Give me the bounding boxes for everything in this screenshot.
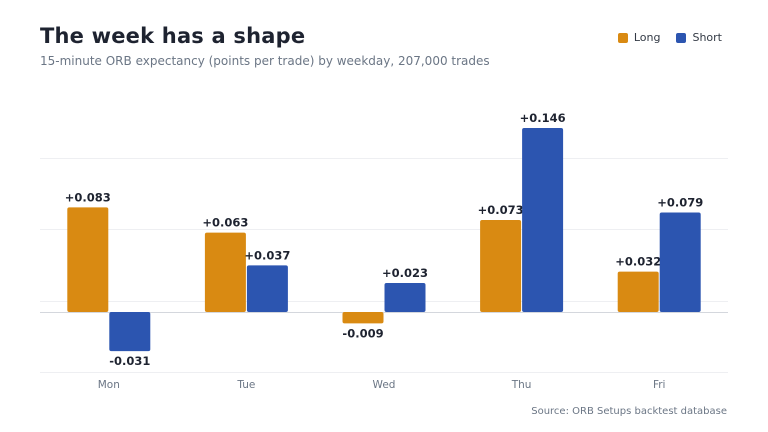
data-label-tue-long: +0.063	[202, 216, 248, 230]
legend: Long Short	[617, 31, 722, 44]
x-tick-mon: Mon	[98, 379, 120, 391]
data-label-tue-short: +0.037	[244, 248, 290, 262]
legend-label-long: Long	[633, 31, 661, 44]
legend-label-short: Short	[692, 31, 722, 44]
x-tick-fri: Fri	[653, 379, 666, 391]
legend-swatch-short	[676, 32, 687, 43]
bar-thu-long	[480, 220, 522, 312]
data-label-fri-short: +0.079	[657, 195, 703, 209]
bar-wed-long	[342, 312, 384, 324]
x-tick-thu: Thu	[511, 379, 532, 391]
bar-fri-short	[659, 212, 701, 312]
bar-thu-short	[522, 128, 564, 312]
data-label-thu-short: +0.146	[520, 111, 566, 125]
chart-title: The week has a shape	[40, 24, 306, 48]
legend-swatch-long	[617, 32, 628, 43]
legend-item-long: Long	[617, 31, 661, 44]
bar-mon-long	[67, 207, 109, 312]
data-label-thu-long: +0.073	[478, 203, 524, 217]
bar-fri-long	[617, 271, 659, 312]
legend-item-short: Short	[676, 31, 722, 44]
bar-mon-short	[109, 312, 151, 352]
source-note: Source: ORB Setups backtest database	[531, 406, 727, 417]
x-tick-wed: Wed	[373, 379, 396, 391]
bar-wed-short	[384, 283, 426, 312]
bar-tue-short	[246, 265, 288, 312]
data-label-fri-long: +0.032	[615, 255, 661, 269]
data-label-mon-long: +0.083	[65, 190, 111, 204]
data-label-wed-long: -0.009	[342, 326, 383, 340]
data-label-wed-short: +0.023	[382, 266, 428, 280]
bar-tue-long	[204, 232, 246, 312]
chart-subtitle: 15-minute ORB expectancy (points per tra…	[40, 54, 490, 68]
x-tick-tue: Tue	[236, 379, 255, 391]
data-label-mon-short: -0.031	[109, 354, 150, 368]
